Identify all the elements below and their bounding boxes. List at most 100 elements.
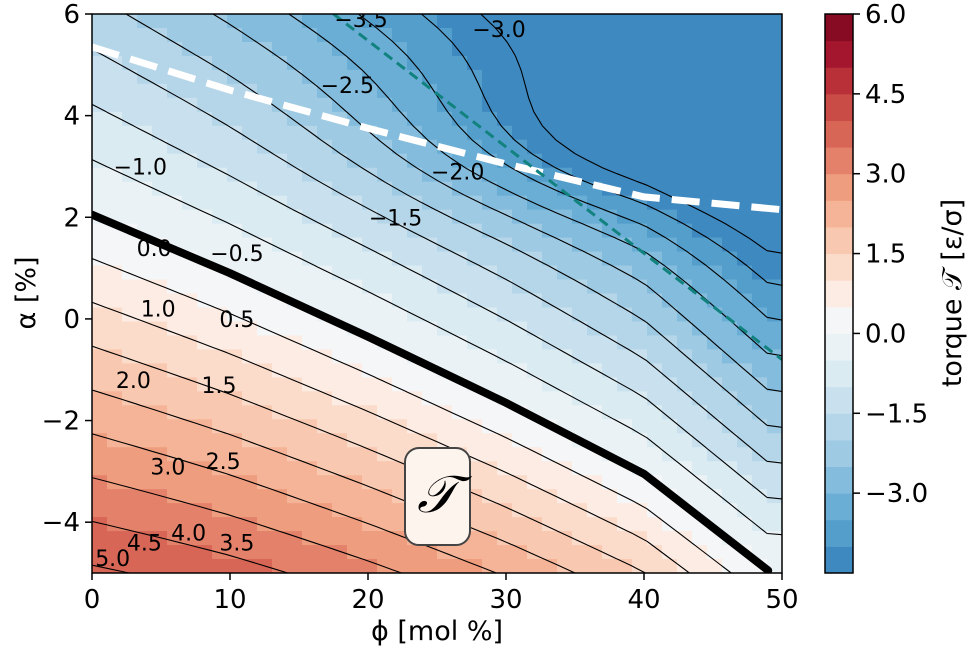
heatmap-cell xyxy=(527,27,543,43)
heatmap-cell xyxy=(677,363,693,378)
heatmap-cell xyxy=(527,139,543,155)
heatmap-cell xyxy=(617,251,633,267)
heatmap-cell xyxy=(197,41,213,57)
contour-label: 4.5 xyxy=(127,532,162,557)
heatmap-cell xyxy=(707,209,723,225)
heatmap-cell xyxy=(317,195,333,211)
heatmap-cell xyxy=(752,265,768,281)
heatmap-cell xyxy=(167,335,183,350)
heatmap-cell xyxy=(767,125,782,141)
heatmap-cell xyxy=(152,419,168,434)
heatmap-cell xyxy=(662,531,678,546)
heatmap-cell xyxy=(662,405,678,420)
heatmap-cell xyxy=(452,265,468,281)
heatmap-cell xyxy=(92,125,108,141)
heatmap-cell xyxy=(332,237,348,253)
heatmap-cell xyxy=(137,69,153,85)
heatmap-cell xyxy=(122,97,138,113)
heatmap-cell xyxy=(422,279,438,295)
heatmap-cell xyxy=(182,461,198,476)
heatmap-cell xyxy=(767,139,782,155)
heatmap-cell xyxy=(617,181,633,197)
heatmap-cell xyxy=(377,503,393,518)
heatmap-cell xyxy=(92,279,108,295)
heatmap-cell xyxy=(527,321,543,337)
heatmap-cell xyxy=(377,14,393,29)
heatmap-cell xyxy=(557,251,573,267)
heatmap-cell xyxy=(287,349,303,364)
heatmap-cell xyxy=(572,27,588,43)
heatmap-cell xyxy=(662,111,678,127)
heatmap-cell xyxy=(467,111,483,127)
heatmap-cell xyxy=(662,377,678,392)
heatmap-cell xyxy=(512,237,528,253)
heatmap-cell xyxy=(197,475,213,490)
heatmap-cell xyxy=(392,293,408,309)
heatmap-cell xyxy=(122,335,138,350)
heatmap-cell xyxy=(722,265,738,281)
colorbar-band xyxy=(825,439,853,468)
heatmap-cell xyxy=(737,41,753,57)
heatmap-cell xyxy=(167,559,183,573)
heatmap-cell xyxy=(122,503,138,518)
heatmap-cell xyxy=(392,461,408,476)
heatmap-cell xyxy=(347,251,363,267)
heatmap-cell xyxy=(347,125,363,141)
heatmap-cell xyxy=(437,125,453,141)
heatmap-cell xyxy=(497,363,513,378)
heatmap-cell xyxy=(227,139,243,155)
heatmap-cell xyxy=(227,363,243,378)
heatmap-cell xyxy=(467,223,483,239)
heatmap-cell xyxy=(167,321,183,337)
heatmap-cell xyxy=(347,475,363,490)
heatmap-cell xyxy=(407,405,423,420)
heatmap-cell xyxy=(527,55,543,71)
heatmap-cell xyxy=(287,195,303,211)
heatmap-cell xyxy=(287,377,303,392)
heatmap-cell xyxy=(167,447,183,462)
heatmap-cell xyxy=(632,111,648,127)
heatmap-cell xyxy=(302,265,318,281)
heatmap-cell xyxy=(632,125,648,141)
heatmap-cell xyxy=(152,545,168,560)
contour-label: −1.5 xyxy=(369,206,422,231)
heatmap-cell xyxy=(707,489,723,504)
heatmap-cell xyxy=(767,349,782,364)
heatmap-cell xyxy=(377,307,393,323)
heatmap-cell xyxy=(197,321,213,337)
heatmap-cell xyxy=(137,265,153,281)
heatmap-cell xyxy=(302,181,318,197)
heatmap-cell xyxy=(182,83,198,99)
heatmap-cell xyxy=(182,237,198,253)
heatmap-cell xyxy=(437,349,453,364)
heatmap-cell xyxy=(317,531,333,546)
heatmap-cell xyxy=(362,209,378,225)
heatmap-cell xyxy=(362,489,378,504)
heatmap-cell xyxy=(737,307,753,323)
heatmap-cell xyxy=(317,279,333,295)
heatmap-cell xyxy=(602,391,618,406)
y-tick-label: 0 xyxy=(63,305,80,335)
heatmap-cell xyxy=(692,307,708,323)
heatmap-cell xyxy=(467,139,483,155)
heatmap-cell xyxy=(602,335,618,350)
heatmap-cell xyxy=(167,111,183,127)
heatmap-cell xyxy=(752,69,768,85)
heatmap-cell xyxy=(347,14,363,29)
y-tick-label: 6 xyxy=(63,0,80,30)
heatmap-cell xyxy=(692,475,708,490)
heatmap-cell xyxy=(512,419,528,434)
heatmap-cell xyxy=(167,433,183,448)
heatmap-cell xyxy=(587,167,603,183)
heatmap-cell xyxy=(572,97,588,113)
heatmap-cell xyxy=(197,531,213,546)
heatmap-cell xyxy=(767,209,782,225)
heatmap-cell xyxy=(167,97,183,113)
heatmap-cell xyxy=(692,97,708,113)
heatmap-cell xyxy=(542,545,558,560)
heatmap-cell xyxy=(482,55,498,71)
heatmap-cell xyxy=(647,55,663,71)
heatmap-cell xyxy=(677,405,693,420)
heatmap-cell xyxy=(512,489,528,504)
colorbar-tick-label: 1.5 xyxy=(865,240,906,270)
